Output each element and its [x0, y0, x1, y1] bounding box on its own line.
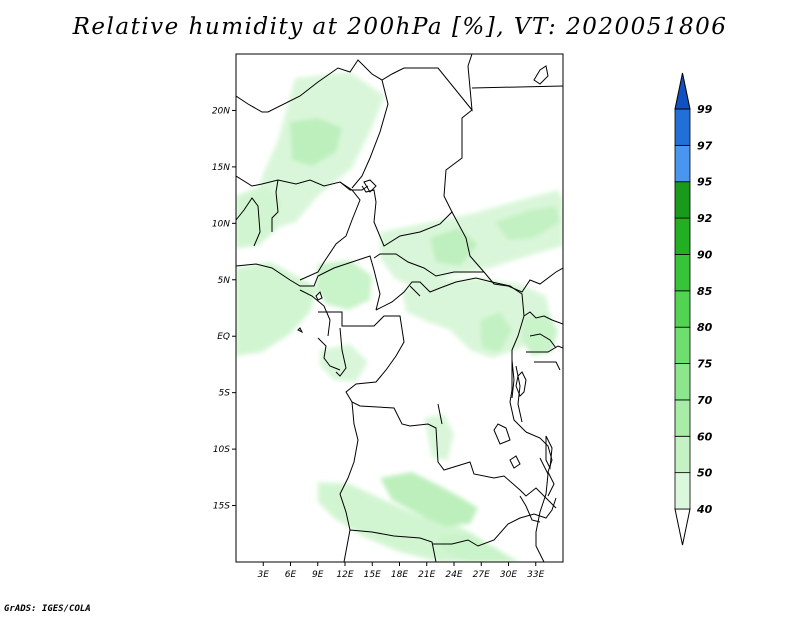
lat-tick-label: 10S: [213, 445, 230, 455]
lon-tick-label: 24E: [445, 570, 462, 580]
lon-tick-label: 30E: [500, 570, 517, 580]
lat-tick-label: 15N: [212, 163, 230, 173]
lon-tick-label: 27E: [473, 570, 490, 580]
colorbar-segment: [675, 182, 690, 218]
colorbar-lower-triangle: [675, 509, 690, 545]
colorbar-label: 97: [697, 139, 713, 152]
lat-tick-label: 5N: [218, 276, 231, 286]
colorbar-upper-triangle: [675, 73, 690, 109]
colorbar-segment: [675, 109, 690, 145]
colorbar-label: 92: [697, 212, 713, 225]
colorbar-label: 99: [697, 103, 713, 116]
colorbar-segment: [675, 400, 690, 436]
colorbar-segment: [675, 254, 690, 290]
lat-tick-label: 15S: [213, 502, 230, 512]
lat-tick-label: 5S: [219, 389, 231, 399]
colorbar-label: 95: [697, 176, 713, 189]
colorbar-label: 60: [697, 430, 713, 443]
colorbar-segment: [675, 327, 690, 363]
lon-tick-label: 9E: [312, 570, 324, 580]
lon-tick-label: 33E: [527, 570, 544, 580]
colorbar-segment: [675, 473, 690, 509]
lon-tick-label: 15E: [364, 570, 381, 580]
colorbar-label: 85: [697, 285, 713, 298]
colorbar-label: 75: [697, 358, 713, 371]
lon-tick-label: 12E: [336, 570, 353, 580]
lon-tick-label: 3E: [258, 570, 270, 580]
colorbar-label: 40: [696, 503, 713, 516]
colorbar-segment: [675, 218, 690, 254]
colorbar-label: 50: [697, 467, 713, 480]
lat-tick-label: 10N: [212, 219, 230, 229]
colorbar-label: 80: [697, 321, 713, 334]
lon-tick-label: 6E: [285, 570, 297, 580]
colorbar-label: 90: [697, 248, 713, 261]
colorbar-segment: [675, 145, 690, 181]
colorbar-segment: [675, 291, 690, 327]
lon-tick-label: 21E: [418, 570, 435, 580]
colorbar-label: 70: [697, 394, 713, 407]
colorbar: 40 50 60 70 75 80 85 90 92 95 97 99: [675, 73, 713, 545]
lat-tick-label: EQ: [217, 332, 230, 342]
grads-credit: GrADS: IGES/COLA: [4, 604, 91, 614]
colorbar-segment: [675, 364, 690, 400]
lon-tick-label: 18E: [391, 570, 408, 580]
colorbar-segment: [675, 436, 690, 472]
humidity-shading: [236, 72, 563, 562]
lat-tick-label: 20N: [212, 106, 230, 116]
